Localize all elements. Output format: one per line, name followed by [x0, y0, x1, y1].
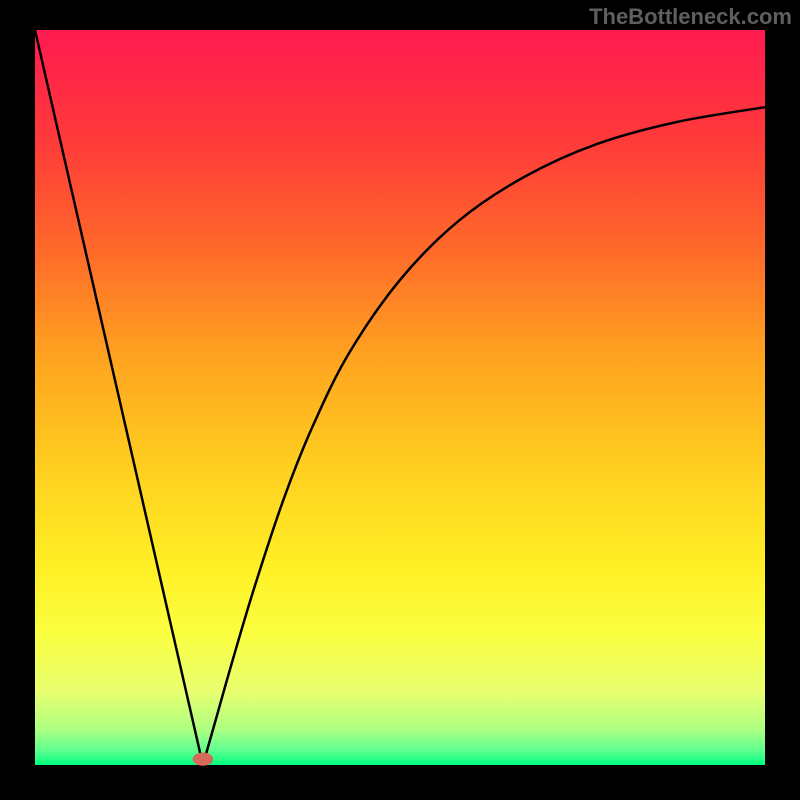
minimum-marker — [193, 753, 213, 766]
watermark-text: TheBottleneck.com — [589, 4, 792, 30]
plot-svg — [0, 0, 800, 800]
chart-stage: TheBottleneck.com — [0, 0, 800, 800]
plot-background — [35, 30, 765, 765]
